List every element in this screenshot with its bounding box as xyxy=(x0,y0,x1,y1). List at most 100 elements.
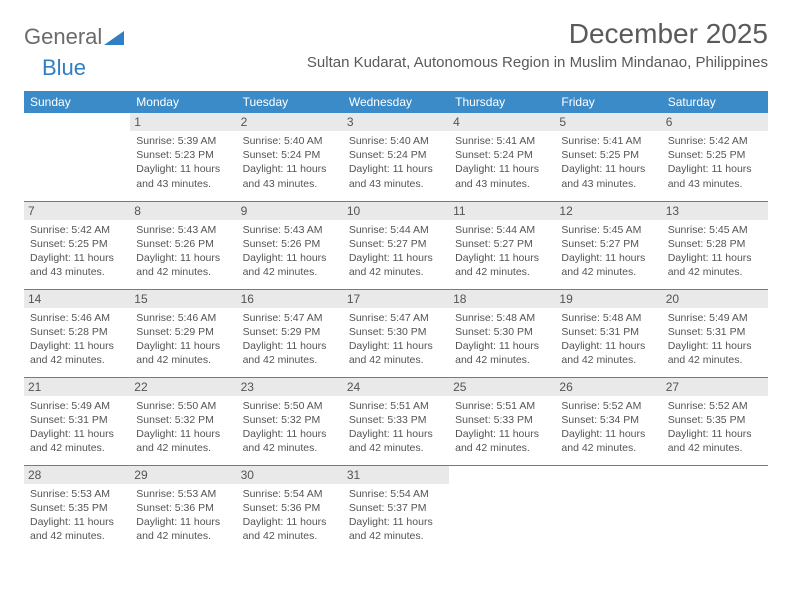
daylight-text: Daylight: 11 hours and 42 minutes. xyxy=(136,339,230,367)
day-info: Sunrise: 5:49 AMSunset: 5:31 PMDaylight:… xyxy=(30,399,124,456)
calendar-day-cell: 7Sunrise: 5:42 AMSunset: 5:25 PMDaylight… xyxy=(24,201,130,289)
calendar-day-cell: 16 Sunrise: 5:47 AMSunset: 5:29 PMDayligh… xyxy=(237,289,343,377)
daylight-text: Daylight: 11 hours and 43 minutes. xyxy=(668,162,762,190)
daylight-text: Daylight: 11 hours and 43 minutes. xyxy=(349,162,443,190)
sunrise-text: Sunrise: 5:53 AM xyxy=(136,487,230,501)
brand-logo: General xyxy=(24,24,124,50)
calendar-day-cell: 17Sunrise: 5:47 AMSunset: 5:30 PMDayligh… xyxy=(343,289,449,377)
brand-text-1: General xyxy=(24,24,102,50)
daylight-text: Daylight: 11 hours and 43 minutes. xyxy=(136,162,230,190)
calendar-week-row: 1Sunrise: 5:39 AMSunset: 5:23 PMDaylight… xyxy=(24,113,768,201)
calendar-week-row: 28Sunrise: 5:53 AMSunset: 5:35 PMDayligh… xyxy=(24,465,768,553)
calendar-day-cell xyxy=(449,465,555,553)
sunset-text: Sunset: 5:26 PM xyxy=(243,237,337,251)
sunset-text: Sunset: 5:27 PM xyxy=(561,237,655,251)
day-info: Sunrise: 5:54 AMSunset: 5:37 PMDaylight:… xyxy=(349,487,443,544)
calendar-day-cell: 4Sunrise: 5:41 AMSunset: 5:24 PMDaylight… xyxy=(449,113,555,201)
daylight-text: Daylight: 11 hours and 42 minutes. xyxy=(349,339,443,367)
sunset-text: Sunset: 5:25 PM xyxy=(668,148,762,162)
day-info: Sunrise: 5:51 AMSunset: 5:33 PMDaylight:… xyxy=(455,399,549,456)
day-header: Tuesday xyxy=(237,91,343,113)
day-info: Sunrise: 5:43 AMSunset: 5:26 PMDaylight:… xyxy=(243,223,337,280)
day-number: 31 xyxy=(343,466,449,484)
sunrise-text: Sunrise: 5:46 AM xyxy=(136,311,230,325)
sunset-text: Sunset: 5:29 PM xyxy=(243,325,337,339)
calendar-day-cell: 22Sunrise: 5:50 AMSunset: 5:32 PMDayligh… xyxy=(130,377,236,465)
sunset-text: Sunset: 5:27 PM xyxy=(455,237,549,251)
day-number: 16 xyxy=(237,290,343,308)
daylight-text: Daylight: 11 hours and 42 minutes. xyxy=(136,515,230,543)
daylight-text: Daylight: 11 hours and 42 minutes. xyxy=(668,427,762,455)
day-info: Sunrise: 5:48 AMSunset: 5:30 PMDaylight:… xyxy=(455,311,549,368)
sunset-text: Sunset: 5:24 PM xyxy=(243,148,337,162)
daylight-text: Daylight: 11 hours and 42 minutes. xyxy=(30,427,124,455)
title-block: December 2025 Sultan Kudarat, Autonomous… xyxy=(307,18,768,71)
calendar-day-cell: 2Sunrise: 5:40 AMSunset: 5:24 PMDaylight… xyxy=(237,113,343,201)
sunset-text: Sunset: 5:25 PM xyxy=(561,148,655,162)
day-header: Monday xyxy=(130,91,236,113)
sunset-text: Sunset: 5:24 PM xyxy=(455,148,549,162)
daylight-text: Daylight: 11 hours and 42 minutes. xyxy=(561,427,655,455)
day-header: Friday xyxy=(555,91,661,113)
calendar-day-cell: 12Sunrise: 5:45 AMSunset: 5:27 PMDayligh… xyxy=(555,201,661,289)
calendar-day-cell: 31 Sunrise: 5:54 AMSunset: 5:37 PMDayligh… xyxy=(343,465,449,553)
sunrise-text: Sunrise: 5:52 AM xyxy=(668,399,762,413)
sunset-text: Sunset: 5:35 PM xyxy=(30,501,124,515)
sunrise-text: Sunrise: 5:40 AM xyxy=(349,134,443,148)
day-header: Saturday xyxy=(662,91,768,113)
day-info: Sunrise: 5:54 AMSunset: 5:36 PMDaylight:… xyxy=(243,487,337,544)
calendar-table: SundayMondayTuesdayWednesdayThursdayFrid… xyxy=(24,91,768,553)
day-number: 1 xyxy=(130,113,236,131)
day-info: Sunrise: 5:40 AMSunset: 5:24 PMDaylight:… xyxy=(243,134,337,191)
day-info: Sunrise: 5:50 AMSunset: 5:32 PMDaylight:… xyxy=(243,399,337,456)
sunset-text: Sunset: 5:28 PM xyxy=(30,325,124,339)
day-info: Sunrise: 5:47 AMSunset: 5:30 PMDaylight:… xyxy=(349,311,443,368)
day-number: 25 xyxy=(449,378,555,396)
daylight-text: Daylight: 11 hours and 42 minutes. xyxy=(30,339,124,367)
day-number: 11 xyxy=(449,202,555,220)
day-number: 6 xyxy=(662,113,768,131)
day-info: Sunrise: 5:53 AMSunset: 5:36 PMDaylight:… xyxy=(136,487,230,544)
calendar-day-cell: 6 Sunrise: 5:42 AMSunset: 5:25 PMDaylight… xyxy=(662,113,768,201)
sunrise-text: Sunrise: 5:41 AM xyxy=(455,134,549,148)
sunrise-text: Sunrise: 5:45 AM xyxy=(561,223,655,237)
day-number: 30 xyxy=(237,466,343,484)
calendar-day-cell: 29Sunrise: 5:53 AMSunset: 5:36 PMDayligh… xyxy=(130,465,236,553)
day-info: Sunrise: 5:47 AMSunset: 5:29 PMDaylight:… xyxy=(243,311,337,368)
day-info: Sunrise: 5:45 AMSunset: 5:27 PMDaylight:… xyxy=(561,223,655,280)
sunrise-text: Sunrise: 5:41 AM xyxy=(561,134,655,148)
day-number: 22 xyxy=(130,378,236,396)
day-number: 9 xyxy=(237,202,343,220)
sunrise-text: Sunrise: 5:48 AM xyxy=(455,311,549,325)
calendar-day-cell: 14 Sunrise: 5:46 AMSunset: 5:28 PMDayligh… xyxy=(24,289,130,377)
day-number: 24 xyxy=(343,378,449,396)
location-subtitle: Sultan Kudarat, Autonomous Region in Mus… xyxy=(307,54,768,71)
calendar-day-cell: 23Sunrise: 5:50 AMSunset: 5:32 PMDayligh… xyxy=(237,377,343,465)
day-info: Sunrise: 5:40 AMSunset: 5:24 PMDaylight:… xyxy=(349,134,443,191)
day-info: Sunrise: 5:42 AMSunset: 5:25 PMDaylight:… xyxy=(30,223,124,280)
sunset-text: Sunset: 5:33 PM xyxy=(455,413,549,427)
sunset-text: Sunset: 5:27 PM xyxy=(349,237,443,251)
calendar-day-cell: 24Sunrise: 5:51 AMSunset: 5:33 PMDayligh… xyxy=(343,377,449,465)
sunset-text: Sunset: 5:26 PM xyxy=(136,237,230,251)
sunset-text: Sunset: 5:31 PM xyxy=(561,325,655,339)
day-info: Sunrise: 5:44 AMSunset: 5:27 PMDaylight:… xyxy=(349,223,443,280)
calendar-day-cell: 26Sunrise: 5:52 AMSunset: 5:34 PMDayligh… xyxy=(555,377,661,465)
day-number: 21 xyxy=(24,378,130,396)
day-info: Sunrise: 5:42 AMSunset: 5:25 PMDaylight:… xyxy=(668,134,762,191)
day-number: 14 xyxy=(24,290,130,308)
calendar-week-row: 21 Sunrise: 5:49 AMSunset: 5:31 PMDayligh… xyxy=(24,377,768,465)
daylight-text: Daylight: 11 hours and 42 minutes. xyxy=(243,515,337,543)
calendar-day-cell: 5Sunrise: 5:41 AMSunset: 5:25 PMDaylight… xyxy=(555,113,661,201)
sunset-text: Sunset: 5:30 PM xyxy=(349,325,443,339)
day-number: 27 xyxy=(662,378,768,396)
calendar-day-cell xyxy=(555,465,661,553)
calendar-day-cell: 19Sunrise: 5:48 AMSunset: 5:31 PMDayligh… xyxy=(555,289,661,377)
day-number: 28 xyxy=(24,466,130,484)
calendar-day-cell: 15Sunrise: 5:46 AMSunset: 5:29 PMDayligh… xyxy=(130,289,236,377)
sunrise-text: Sunrise: 5:46 AM xyxy=(30,311,124,325)
day-number: 4 xyxy=(449,113,555,131)
calendar-day-cell: 21 Sunrise: 5:49 AMSunset: 5:31 PMDayligh… xyxy=(24,377,130,465)
daylight-text: Daylight: 11 hours and 43 minutes. xyxy=(30,251,124,279)
day-info: Sunrise: 5:53 AMSunset: 5:35 PMDaylight:… xyxy=(30,487,124,544)
